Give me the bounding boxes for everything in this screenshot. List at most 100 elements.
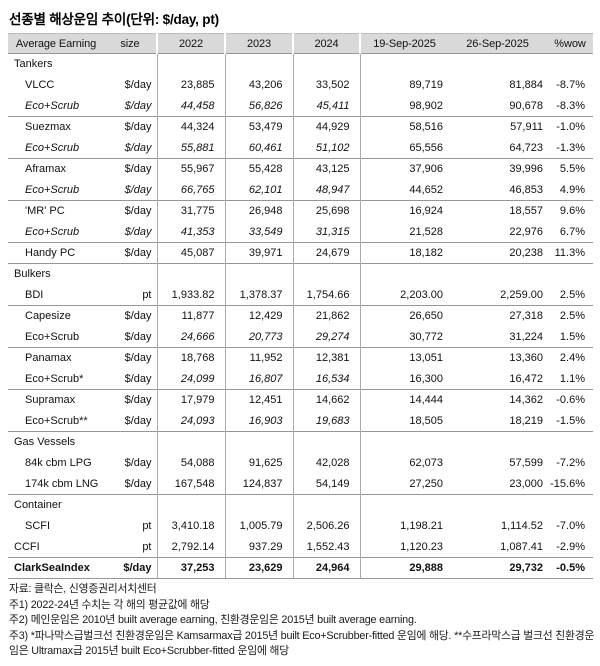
section-row: Tankers	[8, 53, 593, 75]
row-label: Tankers	[14, 58, 53, 71]
value-cell: 55,967	[156, 158, 225, 180]
value-cell: 25,698	[292, 200, 360, 222]
value-cell: -7.0%	[556, 520, 585, 532]
value-cell: 23,000	[509, 477, 543, 490]
table-row: Supramax $/day 17,979 12,451 14,662 14,444 14,…	[8, 389, 593, 411]
value-cell: 2.5%	[547, 305, 593, 327]
row-label: Eco+Scrub	[25, 183, 80, 196]
value-cell: 90,678	[509, 99, 543, 112]
value-cell: 45,087	[156, 242, 225, 264]
unit-cell: $/day	[104, 200, 157, 222]
row-label: SCFI	[25, 520, 51, 532]
value-cell: 29,888	[359, 557, 448, 579]
value-cell: 24,099	[156, 368, 225, 390]
value-cell: 14,444	[359, 389, 448, 411]
footnote: 주3) *파나막스급벌크선 친환경운임은 Kamsarmax급 2015년 bu…	[9, 629, 595, 658]
value-cell: 14,362	[448, 389, 547, 411]
value-cell: 81,884	[509, 79, 543, 91]
value-cell	[224, 494, 293, 516]
value-cell: 31,315	[292, 221, 360, 243]
unit-cell: pt	[142, 520, 152, 532]
value-cell: 16,903	[224, 410, 293, 432]
value-cell: 167,548	[156, 473, 225, 495]
unit-cell: $/day	[124, 225, 152, 238]
value-cell: 39,971	[224, 242, 293, 264]
row-label: BDI	[25, 288, 44, 301]
table-row: CCFI pt 2,792.14 937.29 1,552.43 1,120.23 1,08…	[8, 536, 593, 558]
value-cell: 39,996	[448, 158, 547, 180]
value-cell: 13,360	[448, 347, 547, 369]
value-cell: 18,505	[359, 410, 448, 432]
value-cell: 16,924	[359, 200, 448, 222]
column-header: 2023	[224, 33, 293, 54]
value-cell: 55,881	[156, 137, 225, 159]
footnotes: 자료: 클락슨, 신영증권리서치센터 주1) 2022-24년 수치는 각 해의 …	[8, 582, 600, 660]
value-cell: 14,662	[292, 389, 360, 411]
table-header-row: Average Earning size 2022 2023 2024 19-Sep-20…	[8, 33, 593, 54]
unit-cell: $/day	[104, 389, 157, 411]
value-cell	[448, 263, 547, 285]
value-cell: 1,552.43	[292, 536, 360, 558]
footnote: 주2) 메인운임은 2010년 built average earning, 친…	[9, 614, 417, 626]
value-cell: -1.3%	[556, 141, 585, 154]
unit-cell	[104, 431, 157, 453]
row-label: Supramax	[8, 389, 104, 411]
table-row: VLCC $/day 23,885 43,206 33,502 89,719 81,884 -…	[8, 74, 593, 96]
page-title: 선종별 해상운임 추이(단위: $/day, pt)	[9, 12, 219, 27]
row-label: Panamax	[8, 347, 104, 369]
value-cell: 1,114.52	[500, 520, 543, 532]
value-cell: 23,885	[156, 74, 225, 96]
value-cell: 24,964	[292, 557, 360, 579]
value-cell: 51,102	[292, 137, 360, 159]
value-cell: 24,093	[156, 410, 225, 432]
value-cell: 12,429	[224, 305, 293, 327]
row-label: 84k cbm LPG	[25, 457, 92, 469]
value-cell: 30,772	[359, 326, 448, 348]
unit-cell: $/day	[104, 116, 157, 138]
value-cell	[359, 263, 448, 285]
unit-cell: $/day	[124, 477, 152, 490]
value-cell: 2,792.14	[156, 536, 225, 558]
table-row: BDI pt 1,933.82 1,378.37 1,754.66 2,203.00 2,2…	[8, 284, 593, 306]
value-cell: 124,837	[224, 473, 293, 495]
value-cell: 62,073	[359, 452, 448, 474]
row-label: Suezmax	[8, 116, 104, 138]
value-cell: 21,528	[359, 221, 448, 243]
unit-cell: $/day	[124, 414, 152, 427]
value-cell	[547, 54, 593, 75]
footnote: 주1) 2022-24년 수치는 각 해의 평균값에 해당	[9, 598, 210, 611]
section-row: Container	[8, 494, 593, 516]
row-label: CCFI	[14, 540, 40, 553]
value-cell: 46,853	[509, 183, 543, 196]
value-cell: 18,557	[448, 200, 547, 222]
value-cell	[156, 263, 225, 285]
unit-cell: $/day	[104, 305, 157, 327]
unit-cell: $/day	[124, 99, 152, 112]
value-cell: 9.6%	[547, 200, 593, 222]
column-header: 26-Sep-2025	[448, 33, 547, 54]
value-cell: 24,679	[292, 242, 360, 264]
unit-cell: $/day	[104, 347, 157, 369]
value-cell: 17,979	[156, 389, 225, 411]
column-header: 19-Sep-2025	[359, 33, 448, 54]
value-cell	[224, 263, 293, 285]
value-cell	[448, 54, 547, 75]
table-row: 'MR' PC $/day 31,775 26,948 25,698 16,924 18,5…	[8, 200, 593, 222]
unit-cell: pt	[142, 540, 152, 553]
unit-cell: $/day	[124, 457, 152, 469]
value-cell: 91,625	[224, 452, 293, 474]
value-cell: 2,259.00	[500, 288, 543, 301]
value-cell	[359, 494, 448, 516]
value-cell: 89,719	[359, 74, 448, 96]
value-cell: 18,768	[156, 347, 225, 369]
value-cell: 26,650	[359, 305, 448, 327]
value-cell: 64,723	[509, 141, 543, 154]
value-cell: 24,666	[156, 326, 225, 348]
value-cell: 20,238	[448, 242, 547, 264]
value-cell: 21,862	[292, 305, 360, 327]
value-cell: 937.29	[224, 536, 293, 558]
table-row: 84k cbm LPG $/day 54,088 91,625 42,028 62,073…	[8, 452, 593, 474]
value-cell: 55,428	[224, 158, 293, 180]
unit-cell: $/day	[124, 141, 152, 154]
unit-cell: $/day	[104, 557, 157, 579]
